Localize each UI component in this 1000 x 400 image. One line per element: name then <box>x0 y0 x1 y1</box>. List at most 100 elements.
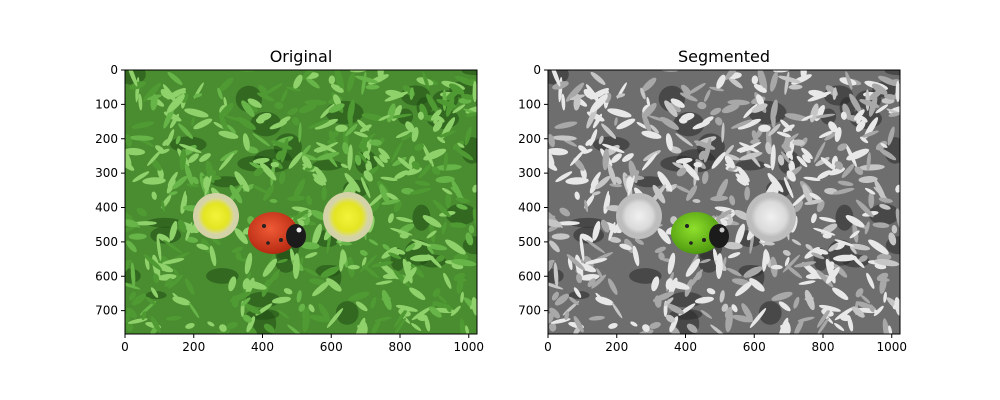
leaf <box>371 200 381 212</box>
leaf <box>855 199 874 218</box>
leaf <box>568 296 579 306</box>
leaf <box>162 84 177 104</box>
leaf <box>287 107 299 116</box>
leaf <box>883 291 887 303</box>
leaf <box>879 275 887 294</box>
leaf <box>390 141 403 163</box>
leaf <box>757 71 766 88</box>
leaf <box>638 329 654 334</box>
leaf <box>859 99 880 108</box>
leaf <box>592 220 601 241</box>
leaf <box>798 280 816 285</box>
leaf <box>622 153 634 162</box>
leaf <box>591 191 601 196</box>
leaf <box>252 157 270 164</box>
leaf <box>812 248 823 256</box>
leaf <box>664 100 678 118</box>
leaf <box>875 140 888 151</box>
leaf <box>125 215 133 222</box>
y-tick-label: 300 <box>518 166 541 180</box>
leaf <box>450 305 461 317</box>
leaf <box>665 314 675 323</box>
leaf <box>782 124 795 133</box>
x-tick-label: 600 <box>320 340 343 354</box>
x-tick-label: 400 <box>251 340 274 354</box>
leaf <box>163 106 175 129</box>
leaf <box>709 86 724 92</box>
leaf <box>567 257 573 271</box>
leaf <box>548 281 564 290</box>
leaf <box>313 178 324 186</box>
leaf <box>549 307 560 319</box>
leaf <box>816 200 825 213</box>
leaf <box>778 301 791 312</box>
leaf <box>292 209 309 221</box>
leaf <box>145 296 156 306</box>
foliage-shadow <box>445 203 477 225</box>
y-tick-label: 200 <box>95 132 118 146</box>
foliage-shadow <box>335 301 359 325</box>
leaf <box>368 239 379 246</box>
x-tick-label: 1000 <box>453 340 484 354</box>
leaf <box>828 243 839 252</box>
leaf <box>845 215 865 228</box>
leaf <box>719 290 725 303</box>
leaf <box>872 222 890 228</box>
leaf <box>741 303 753 321</box>
leaf <box>710 195 728 202</box>
leaf <box>128 233 147 240</box>
leaf <box>219 324 227 332</box>
leaf <box>586 239 606 254</box>
leaf <box>808 89 827 98</box>
leaf <box>375 280 393 285</box>
leaf <box>641 77 657 92</box>
leaf <box>433 115 439 124</box>
leaf <box>136 207 148 217</box>
leaf <box>126 307 137 319</box>
leaf <box>834 160 844 170</box>
leaf <box>242 133 250 151</box>
leaf <box>263 323 275 333</box>
leaf <box>277 258 288 264</box>
leaf <box>566 254 585 271</box>
leaf <box>326 278 342 292</box>
leaf <box>820 157 836 171</box>
leaf <box>704 89 711 102</box>
leaf <box>305 76 320 89</box>
leaf <box>125 281 141 290</box>
leaf <box>782 254 801 273</box>
leaf <box>749 278 765 292</box>
leaf <box>657 171 673 192</box>
leaf <box>296 290 302 303</box>
leaf <box>443 272 452 289</box>
leaf <box>801 262 823 280</box>
leaf <box>306 195 313 206</box>
leaf <box>553 262 559 288</box>
leaf <box>436 99 457 108</box>
leaf <box>125 259 132 267</box>
leaf <box>185 323 195 329</box>
leaf <box>585 258 608 265</box>
leaf <box>868 239 889 255</box>
y-tick-label: 200 <box>518 132 541 146</box>
leaf <box>694 296 714 304</box>
leaf <box>455 148 474 161</box>
leaf <box>816 248 829 255</box>
leaf <box>308 304 315 313</box>
leaf <box>877 75 899 87</box>
leaf <box>386 192 399 201</box>
leaf <box>129 135 154 141</box>
leaf <box>739 151 763 161</box>
leaf <box>247 102 258 113</box>
leaf <box>185 236 199 243</box>
leaf <box>393 307 408 328</box>
leaf <box>381 199 401 205</box>
leaf <box>454 75 476 87</box>
leaf <box>209 245 217 267</box>
x-tick-label: 600 <box>743 340 766 354</box>
leaf <box>667 303 684 315</box>
leaf <box>751 103 768 113</box>
leaf <box>793 296 800 309</box>
leaf <box>199 153 211 162</box>
leaf <box>370 318 381 334</box>
